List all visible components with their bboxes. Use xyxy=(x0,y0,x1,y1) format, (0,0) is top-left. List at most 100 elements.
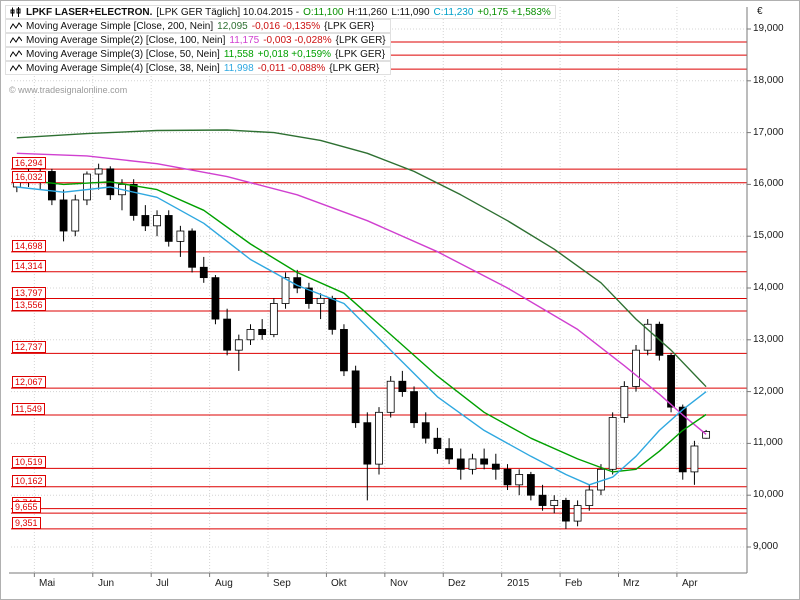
level-label[interactable]: 14,314 xyxy=(12,260,46,272)
legend-indicator-row[interactable]: Moving Average Simple(2) [Close, 100, Ne… xyxy=(5,33,391,47)
level-label[interactable]: 11,549 xyxy=(12,403,45,415)
candle-body xyxy=(59,199,68,232)
candle-body xyxy=(246,329,255,341)
candle-body xyxy=(375,411,383,465)
candle-body xyxy=(71,199,80,232)
level-label[interactable]: 16,294 xyxy=(12,157,46,169)
legend-indicator-row[interactable]: Moving Average Simple(3) [Close, 50, Nei… xyxy=(5,47,391,61)
level-label[interactable]: 9,351 xyxy=(12,517,41,529)
candle-body xyxy=(491,463,500,470)
candle-body xyxy=(328,297,337,330)
ohlc-high: H:11,260 xyxy=(347,6,388,18)
ma-50-line xyxy=(16,178,707,473)
y-axis-label: 17,000 xyxy=(753,127,784,138)
x-axis-label: Feb xyxy=(565,578,583,589)
indicator-value: 11,998 xyxy=(223,62,254,74)
x-axis-label: Nov xyxy=(390,578,408,589)
candle-body xyxy=(526,474,535,496)
candle-body xyxy=(176,230,185,242)
candle-body xyxy=(94,168,103,175)
indicator-change: -0,003 -0,028% xyxy=(263,34,332,46)
indicator-scope: {LPK GER} xyxy=(335,48,386,60)
x-axis-label: Jun xyxy=(98,578,115,589)
legend-instrument-row[interactable]: LPKF LASER+ELECTRON. [LPK GER Täglich] 1… xyxy=(5,5,556,19)
x-axis-label: Jul xyxy=(156,578,169,589)
level-label[interactable]: 12,067 xyxy=(12,376,46,388)
ma-line-icon xyxy=(10,63,22,73)
candle-body xyxy=(316,297,325,304)
level-label[interactable]: 14,698 xyxy=(12,240,46,252)
candle-body xyxy=(234,339,243,351)
candle-body xyxy=(690,445,699,473)
candle-body xyxy=(702,431,711,439)
y-axis-label: 11,000 xyxy=(753,437,783,448)
x-axis-label: Mai xyxy=(39,578,56,589)
level-label[interactable]: 13,556 xyxy=(12,299,46,311)
candle-body xyxy=(83,173,91,201)
indicator-value: 11,175 xyxy=(229,34,260,46)
candle-body xyxy=(608,417,617,470)
watermark: © www.tradesignalonline.com xyxy=(9,85,128,95)
candle-body xyxy=(47,171,56,201)
legend-panel: LPKF LASER+ELECTRON. [LPK GER Täglich] 1… xyxy=(5,5,556,75)
ma-line-icon xyxy=(10,49,22,59)
y-axis-label: 9,000 xyxy=(753,541,779,552)
level-label[interactable]: 9,655 xyxy=(12,501,41,513)
indicator-scope: {LPK GER} xyxy=(329,62,380,74)
legend-indicator-row[interactable]: Moving Average Simple(4) [Close, 38, Nei… xyxy=(5,61,391,75)
candle-body xyxy=(562,499,570,522)
candle-body xyxy=(515,474,524,486)
legend-indicator-rows: Moving Average Simple [Close, 200, Nein]… xyxy=(5,19,391,75)
candle-body xyxy=(258,329,267,336)
candle-body xyxy=(398,380,407,392)
candle-body xyxy=(480,458,489,465)
indicator-name: Moving Average Simple(2) [Close, 100, Ne… xyxy=(26,34,226,46)
candle-body xyxy=(433,437,442,449)
y-axis-label: 13,000 xyxy=(753,334,784,345)
candle-body xyxy=(410,391,418,424)
y-axis-label: 15,000 xyxy=(753,230,784,241)
indicator-value: 11,558 xyxy=(223,48,254,60)
ma-line-icon xyxy=(10,35,22,45)
candle-body xyxy=(363,422,372,465)
candle-body xyxy=(468,458,477,470)
level-label[interactable]: 10,162 xyxy=(12,475,46,487)
candle-body xyxy=(585,489,594,506)
indicator-name: Moving Average Simple [Close, 200, Nein] xyxy=(26,20,214,32)
candle-body xyxy=(351,370,360,424)
level-label[interactable]: 12,737 xyxy=(12,341,46,353)
level-label[interactable]: 13,797 xyxy=(12,287,46,299)
x-axis-label: Apr xyxy=(682,578,698,589)
candle-body xyxy=(199,266,208,279)
indicator-scope: {LPK GER} xyxy=(335,34,386,46)
candle-body xyxy=(503,468,512,486)
candlestick-icon xyxy=(10,7,22,17)
x-axis-label: Okt xyxy=(331,578,347,589)
indicator-change: -0,016 -0,135% xyxy=(251,20,321,32)
legend-indicator-row[interactable]: Moving Average Simple [Close, 200, Nein]… xyxy=(5,19,391,33)
level-label[interactable]: 10,519 xyxy=(12,456,46,468)
candle-body xyxy=(620,386,629,418)
level-label[interactable]: 16,032 xyxy=(12,171,46,183)
candle-body xyxy=(456,458,465,470)
currency-unit-label: € xyxy=(757,6,763,17)
ohlc-change: +0,175 +1,583% xyxy=(477,6,551,18)
candle-body xyxy=(269,303,278,336)
indicator-name: Moving Average Simple(3) [Close, 50, Nei… xyxy=(26,48,220,60)
candle-body xyxy=(643,323,652,351)
indicator-value: 12,095 xyxy=(217,20,248,32)
indicator-change: -0,011 -0,088% xyxy=(257,62,326,74)
indicator-name: Moving Average Simple(4) [Close, 38, Nei… xyxy=(26,62,220,74)
ohlc-open: O:11,100 xyxy=(303,6,344,18)
ma-line-icon xyxy=(10,21,22,31)
y-axis-label: 12,000 xyxy=(753,386,784,397)
candle-body xyxy=(141,215,150,227)
indicator-scope: {LPK GER} xyxy=(324,20,375,32)
x-axis-label: Dez xyxy=(448,578,466,589)
candle-body xyxy=(667,354,675,408)
ma-38-line xyxy=(16,186,707,486)
y-axis-label: 10,000 xyxy=(753,489,784,500)
instrument-context: [LPK GER Täglich] 10.04.2015 - xyxy=(156,6,300,18)
candle-body xyxy=(550,499,559,506)
